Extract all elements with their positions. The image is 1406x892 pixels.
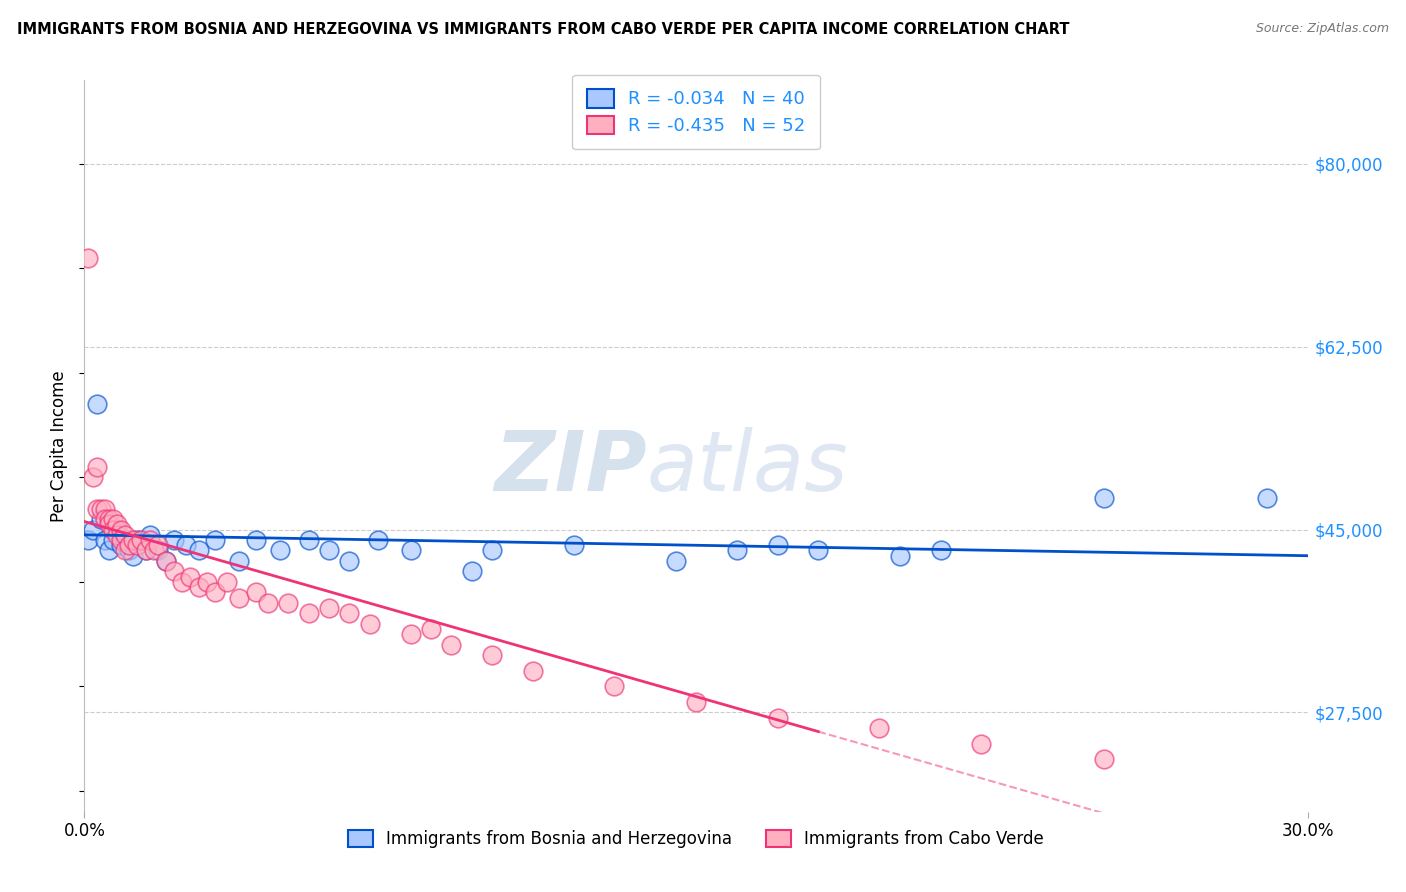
Point [127, 538, 149, 552]
Point [105, 528, 128, 542]
Point [228, 591, 250, 605]
Point [135, 543, 157, 558]
Point [603, 679, 626, 693]
Point [869, 721, 891, 735]
Point [163, 533, 186, 547]
Point [142, 543, 165, 558]
Point [118, 543, 141, 558]
Point [77, 533, 100, 547]
Point [86, 397, 108, 411]
Point [298, 533, 321, 547]
Text: IMMIGRANTS FROM BOSNIA AND HERZEGOVINA VS IMMIGRANTS FROM CABO VERDE PER CAPITA : IMMIGRANTS FROM BOSNIA AND HERZEGOVINA V… [17, 22, 1070, 37]
Point [122, 549, 145, 563]
Point [110, 538, 132, 552]
Point [461, 565, 484, 579]
Point [889, 549, 911, 563]
Point [217, 574, 239, 589]
Point [114, 528, 136, 542]
Point [481, 543, 503, 558]
Point [82, 470, 104, 484]
Point [807, 543, 830, 558]
Point [257, 596, 280, 610]
Point [93, 501, 115, 516]
Point [155, 554, 177, 568]
Point [298, 606, 321, 620]
Point [110, 533, 132, 547]
Point [245, 533, 267, 547]
Point [86, 501, 108, 516]
Point [522, 664, 544, 678]
Point [110, 523, 132, 537]
Point [114, 543, 136, 558]
Point [685, 695, 707, 709]
Point [146, 543, 169, 558]
Point [122, 533, 145, 547]
Point [105, 517, 128, 532]
Point [970, 737, 993, 751]
Point [318, 601, 340, 615]
Text: atlas: atlas [647, 427, 849, 508]
Legend: Immigrants from Bosnia and Herzegovina, Immigrants from Cabo Verde: Immigrants from Bosnia and Herzegovina, … [342, 823, 1050, 855]
Point [101, 523, 124, 537]
Point [105, 523, 128, 537]
Point [1092, 752, 1115, 766]
Point [101, 533, 124, 547]
Point [1092, 491, 1115, 506]
Point [97, 543, 120, 558]
Point [367, 533, 389, 547]
Point [138, 528, 160, 542]
Point [318, 543, 340, 558]
Point [174, 538, 197, 552]
Point [163, 565, 186, 579]
Point [245, 585, 267, 599]
Point [420, 622, 443, 636]
Point [77, 251, 100, 265]
Point [562, 538, 585, 552]
Point [399, 627, 422, 641]
Text: Source: ZipAtlas.com: Source: ZipAtlas.com [1256, 22, 1389, 36]
Point [204, 585, 226, 599]
Point [766, 538, 789, 552]
Point [90, 512, 112, 526]
Point [131, 533, 153, 547]
Point [172, 574, 194, 589]
Point [339, 606, 361, 620]
Point [277, 596, 299, 610]
Point [339, 554, 361, 568]
Point [359, 616, 381, 631]
Point [228, 554, 250, 568]
Point [179, 569, 201, 583]
Point [187, 580, 209, 594]
Point [90, 501, 112, 516]
Point [97, 517, 120, 532]
Point [138, 533, 160, 547]
Text: ZIP: ZIP [495, 427, 647, 508]
Point [135, 543, 157, 558]
Point [97, 512, 120, 526]
Point [766, 711, 789, 725]
Point [127, 533, 149, 547]
Y-axis label: Per Capita Income: Per Capita Income [51, 370, 69, 522]
Point [929, 543, 952, 558]
Point [440, 638, 463, 652]
Point [146, 538, 169, 552]
Point [187, 543, 209, 558]
Point [118, 538, 141, 552]
Point [195, 574, 218, 589]
Point [481, 648, 503, 662]
Point [725, 543, 748, 558]
Point [1256, 491, 1278, 506]
Point [82, 523, 104, 537]
Point [665, 554, 688, 568]
Point [93, 533, 115, 547]
Point [155, 554, 177, 568]
Point [86, 459, 108, 474]
Point [114, 533, 136, 547]
Point [269, 543, 291, 558]
Point [399, 543, 422, 558]
Point [204, 533, 226, 547]
Point [101, 512, 124, 526]
Point [93, 512, 115, 526]
